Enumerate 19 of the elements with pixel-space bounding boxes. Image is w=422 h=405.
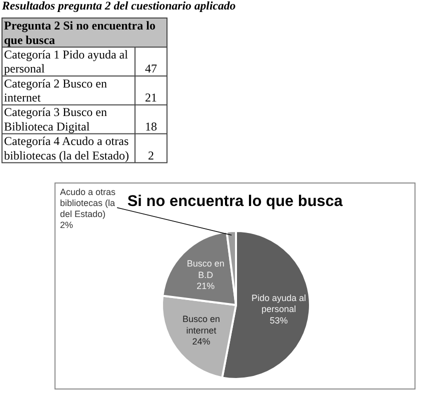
category-label: Categoría 4 Acudo a otras bibliotecas (la del Estado) (4, 134, 129, 162)
category-label: Categoría 2 Busco en internet (4, 76, 107, 105)
data-label: 21 (145, 90, 157, 105)
text: Resultados pregunta 2 del cuestionario aplicado (1, 0, 236, 12)
slice-label: Busco en B.D (186, 258, 224, 280)
slice-label: Acudo a otras bibliotecas (la del Estado) (60, 187, 116, 219)
data-label: 21% (196, 281, 215, 292)
text: Pregunta 2 Si no encuentra lo que busca (4, 18, 156, 47)
data-label: 47 (145, 62, 157, 76)
chart-title: Si no encuentra lo que busca (127, 193, 344, 210)
slice-label: Pido ayuda al personal (251, 292, 306, 314)
data-label: 2% (60, 220, 74, 230)
data-label: 18 (145, 120, 157, 134)
data-label: 24% (192, 336, 210, 347)
slice-label: Busco en internet (182, 314, 220, 336)
data-label: 53% (270, 315, 288, 326)
category-label: Categoría 3 Busco en Biblioteca Digital (4, 105, 107, 134)
category-label: Categoría 1 Pido ayuda al personal (4, 47, 129, 76)
data-label: 2 (148, 148, 154, 162)
